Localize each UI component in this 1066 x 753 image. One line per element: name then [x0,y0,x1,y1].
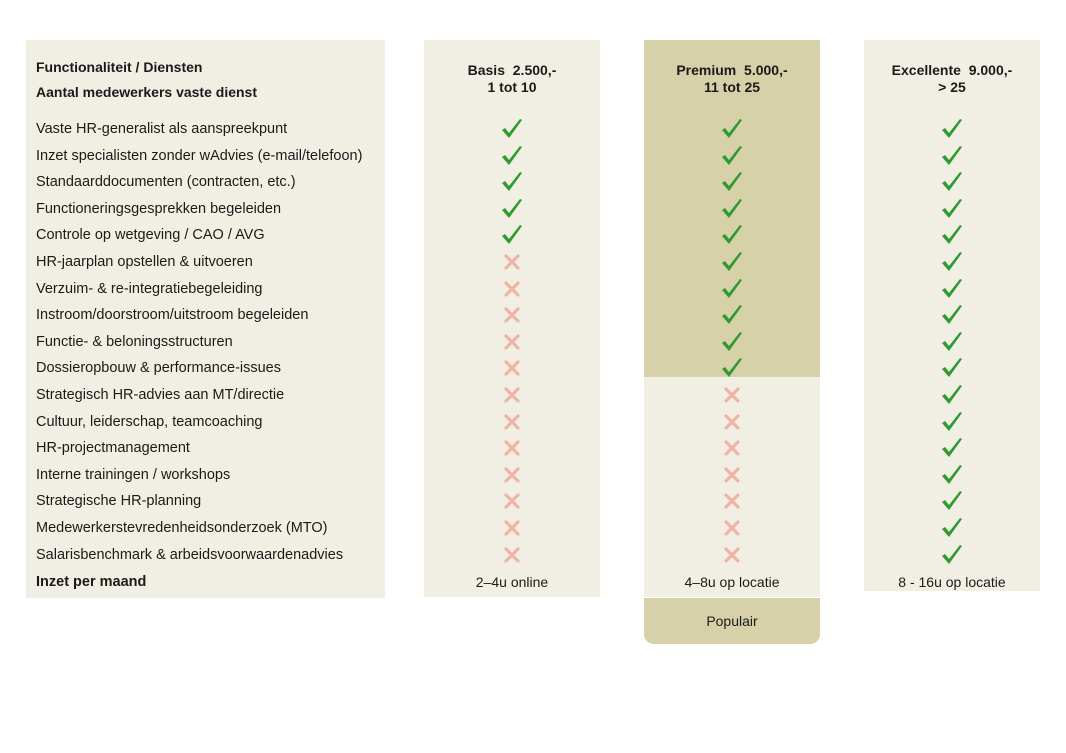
tier-range: 1 tot 10 [487,79,537,95]
features-panel [26,40,385,598]
feature-label: Functioneringsgesprekken begeleiden [36,200,282,217]
check-icon [940,436,964,460]
cross-icon [720,436,744,460]
cross-icon [500,489,524,513]
feature-label: HR-projectmanagement [36,440,190,457]
check-icon [940,277,964,301]
check-icon [940,410,964,434]
cross-icon [720,489,744,513]
cross-icon [500,277,524,301]
popular-badge: Populair [644,598,820,644]
cross-icon [500,356,524,380]
check-icon [720,144,744,168]
check-icon [940,223,964,247]
feature-label: Interne trainingen / workshops [36,466,231,483]
feature-label: Standaarddocumenten (contracten, etc.) [36,174,296,191]
cross-icon [500,330,524,354]
feature-label: Controle op wetgeving / CAO / AVG [36,227,265,244]
feature-label: Medewerkerstevredenheidsonderzoek (MTO) [36,520,328,536]
cross-icon [720,463,744,487]
tier-hours-excellente: 8 - 16u op locatie [898,574,1006,590]
check-icon [500,170,524,194]
cross-icon [500,383,524,407]
check-icon [940,543,964,567]
cross-icon [500,543,524,567]
feature-label: Cultuur, leiderschap, teamcoaching [36,413,263,430]
check-icon [940,117,964,141]
tier-heading-basis: Basis 2.500,- 1 tot 10 [424,62,600,96]
feature-label: Inzet specialisten zonder wAdvies (e-mai… [36,147,363,164]
check-icon [940,197,964,221]
tier-price: 5.000,- [744,62,788,78]
check-icon [720,356,744,380]
cross-icon [720,410,744,434]
check-icon [500,144,524,168]
check-icon [500,223,524,247]
check-icon [720,170,744,194]
tier-price: 9.000,- [968,62,1013,78]
header-title: Functionaliteit / Diensten [36,59,203,75]
check-icon [720,330,744,354]
feature-label: Strategische HR-planning [36,493,202,510]
check-icon [720,223,744,247]
cross-icon [500,516,524,540]
header-subtitle: Aantal medewerkers vaste dienst [36,84,257,100]
check-icon [720,277,744,301]
check-icon [720,197,744,221]
check-icon [940,356,964,380]
cross-icon [500,250,524,274]
check-icon [940,516,964,540]
cross-icon [720,383,744,407]
tier-heading-premium: Premium 5.000,- 11 tot 25 [644,62,820,96]
tier-heading-excellente: Excellente 9.000,- > 25 [864,62,1040,96]
tier-premium-panel [644,377,820,597]
feature-label: Verzuim- & re-integratiebegeleiding [36,280,263,297]
check-icon [940,489,964,513]
feature-label: Strategisch HR-advies aan MT/directie [36,387,285,403]
feature-label: Salarisbenchmark & arbeidsvoorwaardenadv… [36,546,344,563]
tier-premium-highlight [644,40,820,377]
tier-name: Basis [467,62,505,78]
tier-name: Excellente [891,62,961,78]
tier-range: 11 tot 25 [703,79,761,95]
feature-label: Instroom/doorstroom/uitstroom begeleiden [36,307,309,324]
footer-label: Inzet per maand [36,574,147,590]
check-icon [940,330,964,354]
tier-hours-basis: 2–4u online [475,574,549,590]
cross-icon [720,543,744,567]
cross-icon [500,436,524,460]
feature-label: HR-jaarplan opstellen & uitvoeren [36,254,253,270]
cross-icon [500,410,524,434]
check-icon [720,117,744,141]
tier-price: 2.500,- [512,62,557,78]
check-icon [720,250,744,274]
tier-name: Premium [676,62,737,78]
check-icon [940,250,964,274]
feature-label: Functie- & beloningsstructuren [36,333,233,350]
cross-icon [500,463,524,487]
feature-label: Vaste HR-generalist als aanspreekpunt [36,121,288,137]
check-icon [500,197,524,221]
check-icon [940,170,964,194]
tier-hours-premium: 4–8u op locatie [684,574,780,590]
check-icon [720,303,744,327]
cross-icon [720,516,744,540]
check-icon [940,463,964,487]
tier-range: > 25 [938,79,966,95]
check-icon [940,383,964,407]
check-icon [500,117,524,141]
cross-icon [500,303,524,327]
check-icon [940,144,964,168]
check-icon [940,303,964,327]
feature-label: Dossieropbouw & performance-issues [36,360,281,377]
